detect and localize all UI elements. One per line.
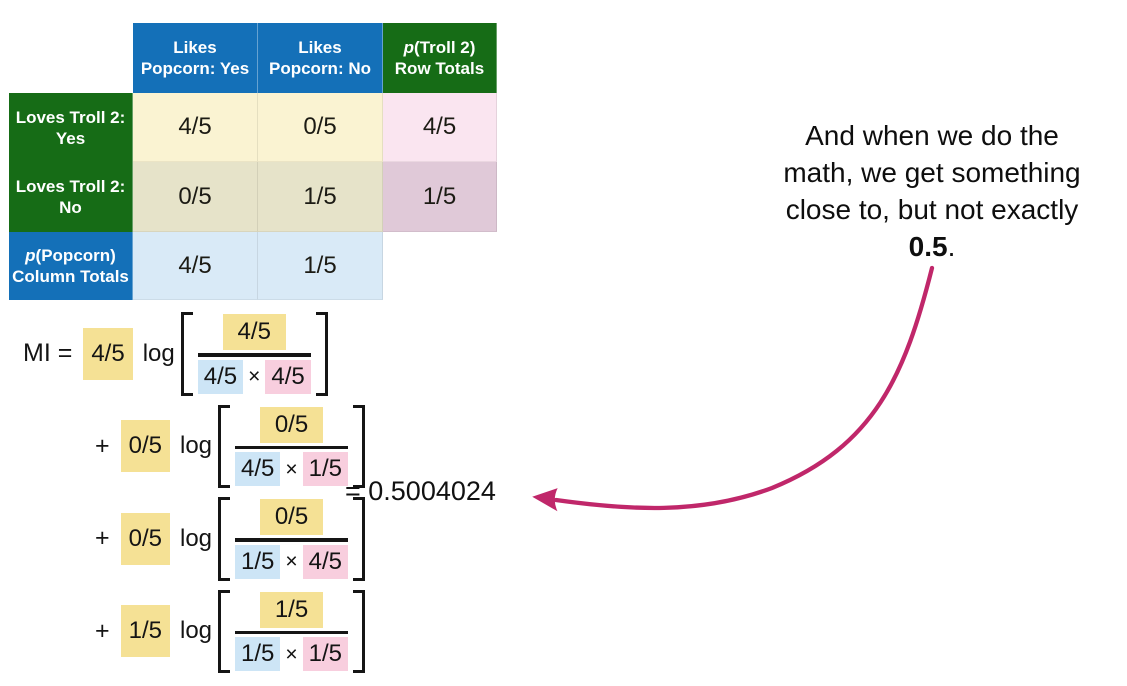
row-header-line: Loves Troll 2:: [15, 107, 126, 127]
col-header-line: Likes: [173, 38, 217, 57]
fraction-denominator: 1/5 × 1/5: [235, 637, 349, 671]
row-header-line: Column Totals: [12, 267, 129, 286]
log-label: log: [142, 339, 175, 367]
log-label: log: [179, 432, 213, 460]
fraction-denominator: 4/5 × 1/5: [235, 452, 349, 486]
col-header-row-totals: p(Troll 2) Row Totals: [383, 23, 497, 93]
row-header-line: p(Popcorn): [25, 245, 116, 266]
fraction-bar: [235, 630, 349, 634]
right-bracket: [353, 589, 366, 673]
fraction-numerator: 4/5: [222, 314, 286, 350]
denominator-right: 1/5: [302, 452, 349, 486]
fraction-denominator: 1/5 × 4/5: [235, 544, 349, 579]
col-header-line: Popcorn: Yes: [140, 59, 250, 78]
row-header-line: Loves Troll 2:: [15, 177, 126, 196]
mi-equals-label: MI =: [23, 339, 73, 368]
fraction-denominator: 4/5 × 4/5: [197, 359, 311, 394]
log-label: log: [179, 617, 213, 645]
multiply-sign: ×: [285, 642, 298, 666]
multiply-sign: ×: [285, 457, 298, 481]
table-corner-cell: [9, 23, 133, 93]
denominator-right: 4/5: [302, 544, 349, 579]
row-header-column-totals: p(Popcorn) Column Totals: [9, 232, 133, 300]
mi-formula: MI = 4/5 log 4/5 4/5 × 4/5 + 0/5 log 0/5: [23, 310, 366, 680]
fraction: 0/5 1/5 × 4/5: [233, 495, 350, 583]
row-header-text: (Popcorn): [35, 246, 116, 265]
annotation-line: math, we get something: [783, 157, 1081, 188]
table-cell: 0/5: [258, 93, 383, 162]
table-cell-column-total: 1/5: [258, 232, 383, 300]
mi-term-3: + 0/5 log 0/5 1/5 × 4/5: [95, 495, 366, 583]
multiply-sign: ×: [285, 550, 298, 573]
mi-result-value: = 0.5004024: [345, 476, 496, 506]
table-cell-column-total: 4/5: [133, 232, 258, 300]
col-header-likes-popcorn-no: Likes Popcorn: No: [258, 23, 383, 93]
right-bracket: [315, 312, 328, 396]
period: .: [947, 231, 956, 262]
col-header-text: (Troll 2): [413, 38, 476, 57]
row-header-loves-troll2-no: Loves Troll 2: No: [9, 162, 133, 232]
denominator-right: 1/5: [302, 637, 349, 671]
term-coefficient: 1/5: [120, 605, 170, 658]
table-cell-row-total: 1/5: [383, 162, 497, 232]
denominator-left: 1/5: [235, 637, 281, 671]
col-header-line: Popcorn: No: [269, 59, 371, 78]
contingency-table: Likes Popcorn: Yes Likes Popcorn: No p(T…: [9, 23, 497, 300]
col-header-likes-popcorn-yes: Likes Popcorn: Yes: [133, 23, 258, 93]
multiply-sign: ×: [248, 365, 261, 388]
plus-sign: +: [95, 616, 110, 645]
term-coefficient: 4/5: [83, 327, 133, 380]
highlighted-value: 0.5: [908, 231, 948, 262]
table-cell-row-total: 4/5: [383, 93, 497, 162]
annotation-line: And when we do the: [805, 120, 1059, 151]
row-header-line: Yes: [55, 128, 86, 148]
left-bracket: [218, 404, 231, 488]
mi-term-4: + 1/5 log 1/5 1/5 × 1/5: [95, 588, 366, 676]
term-coefficient: 0/5: [120, 512, 170, 565]
italic-p: p: [403, 38, 414, 57]
fraction-bar: [235, 445, 349, 449]
annotation-line: 0.5.: [752, 228, 1112, 265]
col-header-line: Likes: [298, 38, 342, 57]
plus-sign: +: [95, 524, 110, 553]
fraction-numerator: 0/5: [259, 499, 324, 535]
annotation-line: close to, but not exactly: [785, 194, 1079, 225]
row-header-loves-troll2-yes: Loves Troll 2: Yes: [9, 93, 133, 162]
fraction-bar: [235, 538, 349, 542]
denominator-left: 1/5: [235, 544, 281, 579]
plus-sign: +: [95, 431, 110, 460]
log-label: log: [179, 524, 213, 552]
italic-p: p: [25, 246, 36, 265]
fraction-bar: [197, 353, 311, 357]
col-header-line: Row Totals: [394, 59, 485, 78]
table-empty-cell: [383, 232, 497, 300]
col-header-line: p(Troll 2): [404, 37, 476, 58]
fraction-numerator: 0/5: [259, 406, 324, 443]
fraction-numerator: 1/5: [259, 591, 324, 628]
term-coefficient: 0/5: [120, 420, 170, 473]
table-cell: 4/5: [133, 93, 258, 162]
left-bracket: [180, 312, 193, 396]
denominator-left: 4/5: [197, 359, 244, 394]
table-cell: 1/5: [258, 162, 383, 232]
fraction: 4/5 4/5 × 4/5: [196, 310, 313, 398]
left-bracket: [218, 497, 231, 581]
denominator-right: 4/5: [265, 359, 311, 394]
right-bracket: [353, 497, 366, 581]
mi-term-1: MI = 4/5 log 4/5 4/5 × 4/5: [23, 310, 365, 398]
denominator-left: 4/5: [235, 452, 281, 486]
mi-term-2: + 0/5 log 0/5 4/5 × 1/5: [95, 403, 366, 491]
table-cell: 0/5: [133, 162, 258, 232]
fraction: 1/5 1/5 × 1/5: [233, 588, 350, 676]
row-header-line: No: [59, 198, 82, 217]
annotation-text: And when we do the math, we get somethin…: [752, 117, 1112, 265]
fraction: 0/5 4/5 × 1/5: [233, 403, 350, 491]
left-bracket: [218, 589, 231, 673]
right-bracket: [353, 404, 366, 488]
